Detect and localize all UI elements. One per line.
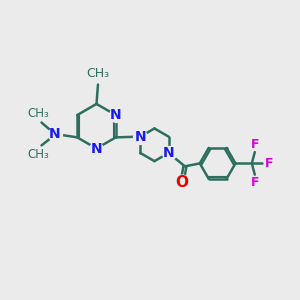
Text: F: F	[251, 138, 260, 151]
Text: N: N	[91, 142, 102, 155]
Text: CH₃: CH₃	[28, 148, 50, 161]
Text: CH₃: CH₃	[28, 106, 50, 119]
Text: O: O	[176, 175, 188, 190]
Text: N: N	[163, 146, 174, 160]
Text: N: N	[49, 128, 61, 141]
Text: N: N	[134, 130, 146, 144]
Text: F: F	[265, 157, 274, 170]
Text: N: N	[110, 108, 122, 122]
Text: CH₃: CH₃	[86, 67, 110, 80]
Text: F: F	[251, 176, 260, 189]
